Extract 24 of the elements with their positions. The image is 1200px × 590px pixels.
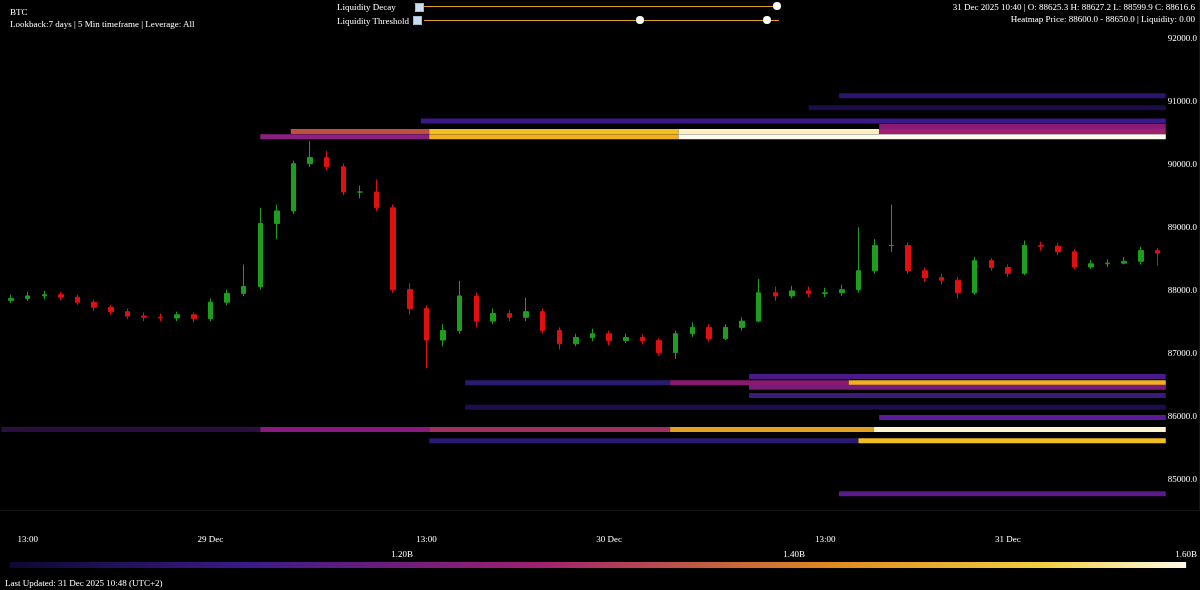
y-tick-label: 90000.0 xyxy=(1167,158,1198,169)
y-tick-label: 91000.0 xyxy=(1167,95,1198,106)
x-tick-label: 30 Dec xyxy=(596,533,623,544)
y-tick-label: 88000.0 xyxy=(1167,284,1198,295)
text: Last Updated: 31 Dec 2025 10:48 (UTC+2) xyxy=(5,578,163,588)
y-tick-label: 85000.0 xyxy=(1167,473,1198,484)
x-tick-label: 29 Dec xyxy=(197,533,224,544)
x-tick-label: 13:00 xyxy=(416,533,438,544)
color-bar-label: 1.60B xyxy=(1175,548,1198,559)
y-tick-label: 89000.0 xyxy=(1167,221,1198,232)
y-tick-label: 87000.0 xyxy=(1167,347,1198,358)
annotation: Liquidity Decay xyxy=(337,2,396,12)
text: BTC xyxy=(10,6,28,17)
color-bar-label: 1.20B xyxy=(391,548,413,559)
text: Lookback:7 days | 5 Min timeframe | Leverage: All xyxy=(10,18,196,29)
x-tick-label: 13:00 xyxy=(17,533,39,544)
annotation: 31 Dec 2025 10:40 | O: 88625.3 H: 88627.2 L: 88599.9 C: 88616.6 xyxy=(952,2,1195,12)
x-tick-label: 31 Dec xyxy=(995,533,1021,544)
y-tick-label: 86000.0 xyxy=(1167,410,1198,421)
y-tick-label: 92000.0 xyxy=(1167,32,1198,43)
annotation: Heatmap Price: 88600.0 - 88650.0 | Liquidity: 0.00 xyxy=(1010,14,1195,24)
x-tick-label: 13:00 xyxy=(814,533,836,544)
color-bar-label: 1.40B xyxy=(783,548,805,559)
annotation: Liquidity Threshold xyxy=(337,16,410,26)
